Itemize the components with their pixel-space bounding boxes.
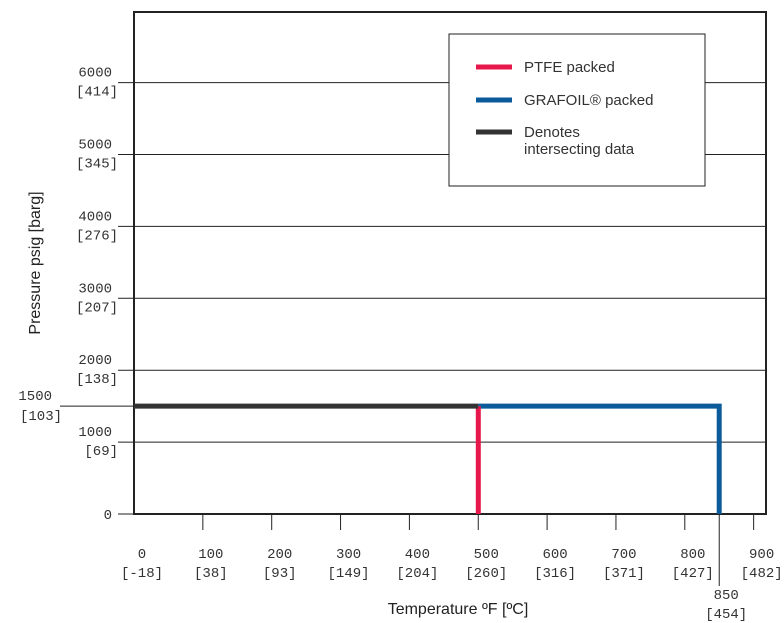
series-lines <box>134 403 722 514</box>
y-tick-label: 2000 <box>78 353 112 369</box>
x-axis-title: Temperature ºF [ºC] <box>388 601 529 618</box>
y-tick-label: 6000 <box>78 66 112 82</box>
x-tick-sublabel: [260] <box>465 566 507 582</box>
plot-frame <box>133 11 767 515</box>
legend: PTFE packed GRAFOIL® packed Denotes interse… <box>448 33 706 187</box>
legend-box <box>448 33 706 187</box>
y-axis-title: Pressure psig [barg] <box>27 191 44 334</box>
x-axis: 0 [-18] 100 [38] 200 [93] 300 [149] 400 [204] 500 [… <box>121 514 783 623</box>
x-tick-sublabel: [427] <box>672 566 714 582</box>
x-tick-label: 300 <box>336 547 361 563</box>
y-extra-sublabel: [103] <box>20 409 62 425</box>
legend-label: Denotes intersecting data <box>524 124 635 158</box>
x-tick-label: 800 <box>680 547 705 563</box>
x-extra-label: 850 <box>714 588 739 604</box>
y-tick-sublabel: [414] <box>76 85 118 101</box>
x-tick-label: 600 <box>542 547 567 563</box>
y-tick-label: 5000 <box>78 138 112 154</box>
x-extra-sublabel: [454] <box>705 607 747 623</box>
x-tick-label: 200 <box>267 547 292 563</box>
x-tick-label: 0 <box>138 547 146 563</box>
x-tick-sublabel: [38] <box>194 566 228 582</box>
y-tick-sublabel: [207] <box>76 300 118 316</box>
y-tick-sublabel: [276] <box>76 228 118 244</box>
y-axis: 0 1000 [69] 2000 [138] 3000 [207] 4000 [276] 5000… <box>18 66 134 524</box>
x-tick-label: 400 <box>405 547 430 563</box>
x-tick-sublabel: [-18] <box>121 566 163 582</box>
x-tick-sublabel: [149] <box>328 566 370 582</box>
grid-lines <box>118 82 766 443</box>
x-tick-sublabel: [482] <box>741 566 783 582</box>
y-tick-sublabel: [138] <box>76 372 118 388</box>
x-tick-sublabel: [93] <box>263 566 297 582</box>
series-line-2 <box>478 403 722 514</box>
y-extra-label: 1500 <box>18 389 52 405</box>
y-tick-sublabel: [345] <box>76 157 118 173</box>
legend-label: PTFE packed <box>524 59 615 76</box>
x-tick-label: 500 <box>474 547 499 563</box>
y-tick-label: 3000 <box>78 281 112 297</box>
x-tick-label: 900 <box>749 547 774 563</box>
y-tick-label: 0 <box>104 508 112 524</box>
x-tick-sublabel: [204] <box>396 566 438 582</box>
y-tick-sublabel: [69] <box>84 444 118 460</box>
x-tick-sublabel: [371] <box>603 566 645 582</box>
y-tick-label: 4000 <box>78 209 112 225</box>
x-tick-label: 100 <box>198 547 223 563</box>
x-tick-label: 700 <box>611 547 636 563</box>
y-tick-label: 1000 <box>78 425 112 441</box>
x-tick-sublabel: [316] <box>534 566 576 582</box>
legend-label: GRAFOIL® packed <box>524 92 653 109</box>
